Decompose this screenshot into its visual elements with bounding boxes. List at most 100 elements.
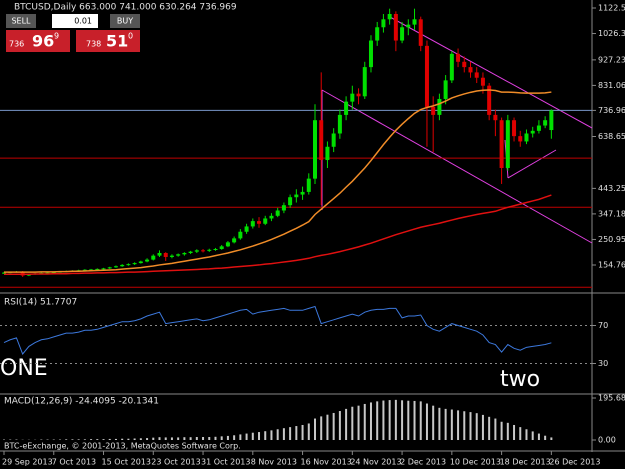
candle-body: [250, 221, 255, 227]
sell-price-fraction: 9: [54, 32, 59, 41]
candle-body: [462, 61, 467, 68]
histogram-bar: [338, 411, 341, 441]
candle-body: [530, 130, 535, 134]
candle-body: [2, 272, 6, 274]
histogram-bar: [376, 401, 379, 441]
histogram-bar: [438, 407, 441, 441]
histogram-bar: [500, 421, 503, 441]
candle-body: [512, 120, 517, 137]
histogram-bar: [139, 438, 142, 441]
candle-body: [375, 27, 380, 41]
candle-body: [207, 249, 212, 251]
histogram-bar: [394, 399, 397, 441]
histogram-bar: [282, 428, 285, 441]
histogram-bar: [475, 413, 478, 441]
sell-price-box[interactable]: [6, 30, 70, 52]
candle-body: [468, 67, 473, 73]
y-tick-label: 638.650: [598, 132, 625, 141]
histogram-bar: [233, 435, 236, 441]
candle-body: [238, 231, 243, 239]
candle-body: [344, 101, 349, 115]
histogram-bar: [108, 438, 111, 441]
buy-price-box[interactable]: [76, 30, 140, 52]
candle-body: [89, 269, 94, 271]
y-tick-label: 154.760: [598, 260, 625, 269]
histogram-bar: [214, 436, 217, 441]
y-tick-label: 250.955: [598, 235, 625, 244]
candle-body: [194, 250, 199, 252]
histogram-bar: [369, 402, 372, 441]
candle-body: [176, 254, 181, 256]
candle-body: [319, 120, 324, 161]
histogram-bar: [382, 400, 385, 441]
candle-body: [275, 210, 280, 216]
y-tick-label: 0.00: [598, 436, 616, 445]
sell-button[interactable]: [6, 14, 36, 28]
panel-frames: [0, 0, 625, 452]
histogram-bar: [345, 408, 348, 441]
y-tick-label: 927.235: [598, 55, 625, 64]
candle-body: [95, 268, 100, 270]
sell-price-pips: 96: [32, 32, 54, 51]
candle-body: [456, 53, 461, 62]
moving-average: [4, 89, 552, 273]
histogram-bar: [289, 427, 292, 441]
histogram-bar: [90, 439, 93, 441]
histogram-bar: [152, 437, 155, 441]
candle-body: [350, 93, 355, 102]
x-tick-label: 29 Sep 2013: [2, 458, 53, 467]
histogram-bar: [519, 427, 522, 441]
buy-button[interactable]: [110, 14, 140, 28]
histogram-bar: [314, 418, 316, 441]
x-tick-label: 2 Dec 2013: [400, 458, 446, 467]
histogram-bar: [301, 424, 304, 441]
histogram-bar: [463, 411, 466, 441]
histogram-bar: [488, 416, 491, 441]
histogram-bar: [432, 405, 435, 441]
x-tick-label: 24 Nov 2013: [350, 458, 401, 467]
candle-body: [325, 146, 330, 161]
histogram-bar: [481, 414, 484, 441]
candle-body: [474, 72, 479, 78]
candle-body: [138, 261, 143, 264]
candle-body: [499, 120, 504, 169]
candle-body: [157, 252, 162, 256]
candle-body: [113, 266, 118, 268]
histogram-bar: [537, 433, 540, 441]
candle-body: [393, 13, 398, 41]
histogram-bar: [183, 437, 186, 441]
candle-body: [337, 114, 342, 134]
histogram-bar: [202, 436, 205, 441]
lot-input[interactable]: [52, 14, 98, 28]
histogram-bar: [195, 436, 198, 441]
histogram-bar: [114, 438, 117, 441]
candle-body: [201, 250, 206, 252]
histogram-bar: [220, 436, 223, 441]
histogram-bar: [531, 431, 534, 441]
histogram-bar: [133, 438, 136, 441]
histogram-bar: [121, 438, 124, 441]
x-tick-label: 31 Oct 2013: [201, 458, 250, 467]
histogram-bar: [469, 412, 472, 441]
candle-body: [431, 106, 436, 115]
histogram-bar: [550, 437, 553, 441]
histogram-bar: [413, 400, 416, 441]
candle-body: [487, 85, 492, 115]
x-tick-label: 8 Nov 2013: [251, 458, 297, 467]
histogram-bar: [258, 432, 261, 441]
annotation: ONE: [0, 356, 48, 381]
candle-body: [362, 67, 367, 97]
candle-body: [549, 110, 554, 131]
histogram-bar: [407, 400, 410, 441]
buy-price-pips: 51: [106, 32, 128, 51]
histogram-bar: [226, 435, 229, 441]
histogram-bar: [513, 424, 516, 441]
candle-body: [331, 133, 336, 147]
histogram-bar: [208, 436, 211, 441]
candle-body: [101, 268, 106, 270]
candle-body: [424, 45, 429, 107]
histogram-bar: [506, 422, 509, 441]
candle-body: [368, 40, 373, 68]
histogram-bar: [351, 406, 354, 441]
